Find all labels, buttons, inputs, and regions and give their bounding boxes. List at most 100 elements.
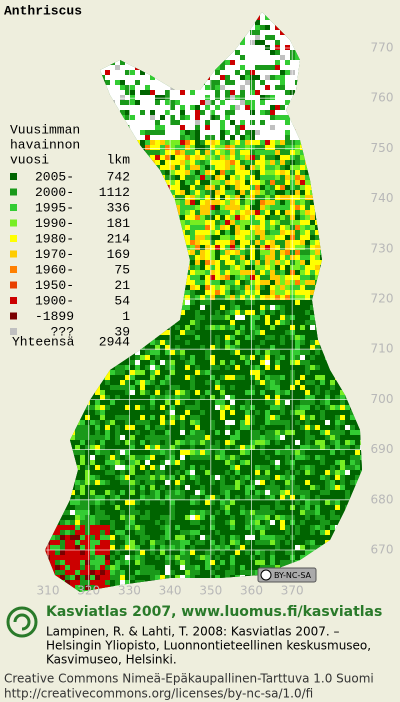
map-cell — [195, 365, 200, 370]
map-cell — [145, 12, 150, 15]
map-cell — [85, 110, 90, 115]
map-cell — [255, 290, 260, 295]
map-cell — [75, 385, 80, 390]
map-cell — [140, 100, 145, 105]
map-cell — [240, 270, 245, 275]
map-cell — [115, 80, 120, 85]
map-cell — [95, 290, 100, 295]
map-cell — [130, 30, 135, 35]
map-cell — [245, 135, 250, 140]
map-cell — [85, 60, 90, 65]
map-cell — [40, 100, 45, 105]
map-cell — [365, 225, 370, 230]
map-cell — [90, 355, 95, 360]
map-cell — [270, 40, 275, 45]
map-cell — [325, 280, 330, 285]
map-cell — [240, 150, 245, 155]
map-cell — [65, 50, 70, 55]
map-cell — [320, 325, 325, 330]
map-cell — [205, 240, 210, 245]
map-cell — [340, 205, 345, 210]
map-cell — [335, 285, 340, 290]
map-cell — [345, 235, 350, 240]
map-cell — [160, 370, 165, 375]
map-cell — [190, 180, 195, 185]
map-cell — [85, 265, 90, 270]
map-cell — [350, 245, 355, 250]
map-cell — [185, 195, 190, 200]
map-cell — [155, 130, 160, 135]
map-cell — [255, 155, 260, 160]
map-cell — [95, 370, 100, 375]
map-cell — [50, 365, 55, 370]
map-cell — [345, 280, 350, 285]
map-cell — [220, 125, 225, 130]
map-cell — [300, 100, 305, 105]
map-cell — [190, 250, 195, 255]
map-cell — [255, 115, 260, 120]
map-cell — [275, 70, 280, 75]
map-cell — [315, 360, 320, 365]
map-cell — [225, 220, 230, 225]
map-cell — [220, 195, 225, 200]
map-cell — [135, 205, 140, 210]
map-cell — [220, 225, 225, 230]
map-cell — [40, 95, 45, 100]
map-cell — [225, 200, 230, 205]
map-cell — [335, 230, 340, 235]
map-cell — [295, 40, 300, 45]
map-cell — [145, 335, 150, 340]
map-cell — [150, 245, 155, 250]
map-cell — [130, 55, 135, 60]
map-cell — [230, 170, 235, 175]
map-cell — [115, 35, 120, 40]
map-cell — [150, 355, 155, 360]
map-cell — [200, 260, 205, 265]
map-cell — [95, 355, 100, 360]
map-cell — [85, 200, 90, 205]
map-cell — [360, 370, 362, 375]
map-cell — [350, 165, 355, 170]
map-cell — [310, 370, 315, 375]
map-cell — [260, 150, 265, 155]
map-cell — [230, 205, 235, 210]
map-cell — [335, 375, 340, 380]
map-cell — [155, 100, 160, 105]
map-cell — [315, 105, 320, 110]
map-cell — [260, 20, 265, 25]
map-cell — [85, 175, 90, 180]
map-cell — [180, 375, 185, 380]
map-cell — [260, 170, 265, 175]
map-cell — [165, 180, 170, 185]
map-cell — [215, 340, 220, 345]
map-cell — [125, 120, 130, 125]
map-cell — [165, 130, 170, 135]
map-cell — [235, 215, 240, 220]
map-cell — [95, 245, 100, 250]
map-cell — [155, 320, 160, 325]
map-cell — [265, 180, 270, 185]
map-cell — [195, 280, 200, 285]
map-cell — [200, 120, 205, 125]
map-cell — [150, 75, 155, 80]
map-cell — [275, 12, 280, 15]
map-cell — [135, 335, 140, 340]
map-cell — [170, 230, 175, 235]
map-cell — [360, 80, 362, 85]
map-cell — [300, 40, 305, 45]
map-cell — [45, 385, 50, 390]
map-cell — [285, 40, 290, 45]
map-cell — [185, 265, 190, 270]
map-cell — [335, 320, 340, 325]
map-cell — [220, 55, 225, 60]
map-cell — [355, 165, 360, 170]
map-cell — [310, 60, 315, 65]
map-cell — [95, 130, 100, 135]
map-cell — [365, 330, 370, 335]
map-cell — [330, 70, 335, 75]
map-cell — [215, 35, 220, 40]
map-cell — [360, 205, 362, 210]
map-cell — [200, 90, 205, 95]
map-cell — [120, 355, 125, 360]
map-cell — [295, 140, 300, 145]
